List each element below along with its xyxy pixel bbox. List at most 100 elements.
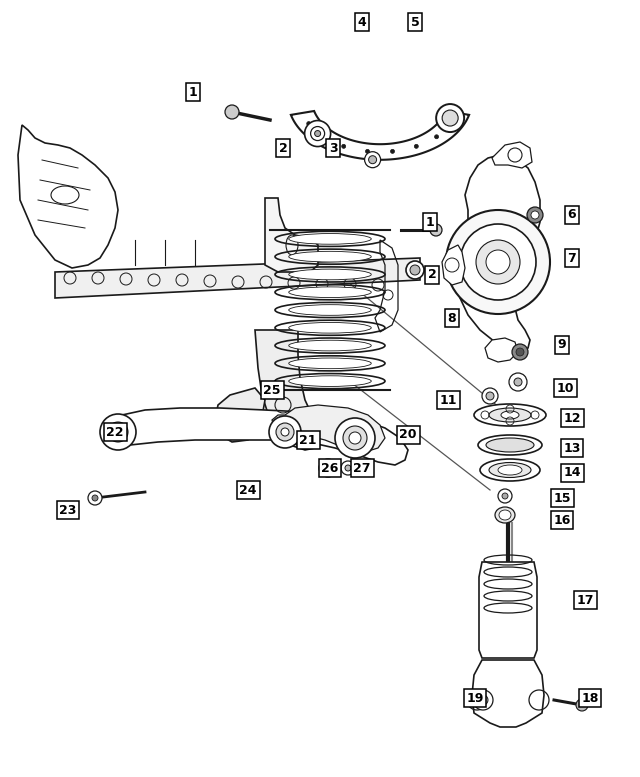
- Circle shape: [498, 489, 512, 503]
- Circle shape: [460, 224, 536, 300]
- Circle shape: [349, 432, 361, 444]
- Polygon shape: [105, 408, 408, 465]
- Ellipse shape: [486, 438, 534, 452]
- Text: 24: 24: [239, 483, 257, 497]
- Polygon shape: [265, 198, 318, 272]
- Circle shape: [113, 427, 123, 437]
- Polygon shape: [55, 258, 420, 298]
- Ellipse shape: [489, 408, 531, 422]
- Circle shape: [435, 134, 438, 139]
- Circle shape: [225, 105, 239, 119]
- Circle shape: [509, 373, 527, 391]
- Polygon shape: [442, 245, 465, 285]
- Text: 2: 2: [278, 141, 287, 155]
- Text: 21: 21: [300, 434, 317, 447]
- Circle shape: [482, 388, 498, 404]
- Circle shape: [449, 122, 453, 126]
- Ellipse shape: [289, 269, 371, 280]
- Circle shape: [88, 491, 102, 505]
- Text: 15: 15: [553, 492, 571, 504]
- Circle shape: [576, 699, 588, 711]
- Text: 5: 5: [411, 16, 419, 29]
- Circle shape: [108, 422, 128, 442]
- Circle shape: [276, 423, 294, 441]
- Ellipse shape: [474, 404, 546, 426]
- Text: 23: 23: [60, 503, 77, 517]
- Circle shape: [446, 210, 550, 314]
- Polygon shape: [485, 338, 518, 362]
- Polygon shape: [272, 405, 385, 452]
- Text: 8: 8: [448, 312, 456, 325]
- Text: 17: 17: [576, 594, 594, 607]
- Text: 22: 22: [106, 426, 124, 438]
- Text: 27: 27: [353, 462, 371, 475]
- Circle shape: [473, 690, 493, 710]
- Circle shape: [502, 493, 508, 499]
- Circle shape: [442, 110, 458, 126]
- Circle shape: [486, 250, 510, 274]
- Circle shape: [307, 122, 310, 126]
- Circle shape: [92, 495, 98, 501]
- Text: 14: 14: [563, 466, 580, 479]
- Text: 9: 9: [557, 339, 566, 351]
- Text: 18: 18: [581, 692, 598, 705]
- Ellipse shape: [289, 234, 371, 244]
- Ellipse shape: [495, 507, 515, 523]
- Circle shape: [527, 207, 543, 223]
- Text: 25: 25: [263, 384, 281, 396]
- Polygon shape: [472, 660, 544, 727]
- Text: 26: 26: [321, 462, 339, 475]
- Ellipse shape: [289, 322, 371, 333]
- Text: 3: 3: [329, 141, 337, 155]
- Circle shape: [345, 465, 351, 471]
- Ellipse shape: [289, 340, 371, 351]
- Circle shape: [406, 261, 424, 279]
- Text: 11: 11: [439, 393, 457, 406]
- Text: 1: 1: [426, 215, 435, 228]
- Ellipse shape: [289, 376, 371, 386]
- Polygon shape: [458, 155, 540, 352]
- Polygon shape: [215, 388, 265, 442]
- Circle shape: [410, 265, 420, 275]
- Text: 12: 12: [563, 412, 580, 424]
- Circle shape: [315, 131, 321, 137]
- Circle shape: [414, 145, 419, 148]
- Text: 6: 6: [568, 208, 576, 221]
- Text: 2: 2: [428, 269, 436, 281]
- Circle shape: [343, 426, 367, 450]
- Circle shape: [365, 149, 369, 153]
- Circle shape: [335, 418, 375, 458]
- Text: 16: 16: [554, 514, 571, 527]
- Circle shape: [430, 224, 442, 236]
- Circle shape: [281, 428, 289, 436]
- Text: 4: 4: [358, 16, 366, 29]
- Circle shape: [100, 414, 136, 450]
- Ellipse shape: [289, 305, 371, 315]
- Text: 1: 1: [189, 85, 197, 99]
- Ellipse shape: [289, 287, 371, 298]
- Text: 13: 13: [563, 441, 580, 455]
- Polygon shape: [291, 111, 469, 160]
- Circle shape: [341, 461, 355, 475]
- Circle shape: [514, 378, 522, 386]
- Circle shape: [342, 145, 346, 148]
- Ellipse shape: [489, 462, 531, 478]
- Polygon shape: [479, 562, 537, 658]
- Ellipse shape: [501, 411, 519, 419]
- Circle shape: [369, 155, 376, 164]
- Circle shape: [478, 695, 488, 705]
- Circle shape: [512, 344, 528, 360]
- Ellipse shape: [289, 251, 371, 262]
- Circle shape: [305, 120, 331, 147]
- Circle shape: [323, 463, 333, 473]
- Circle shape: [319, 459, 337, 477]
- Polygon shape: [492, 142, 532, 168]
- Circle shape: [310, 127, 324, 141]
- Ellipse shape: [499, 510, 511, 520]
- Ellipse shape: [498, 465, 522, 475]
- Circle shape: [486, 392, 494, 400]
- Circle shape: [390, 149, 394, 153]
- Text: 20: 20: [399, 428, 417, 441]
- Circle shape: [269, 416, 301, 448]
- Text: 19: 19: [467, 692, 484, 705]
